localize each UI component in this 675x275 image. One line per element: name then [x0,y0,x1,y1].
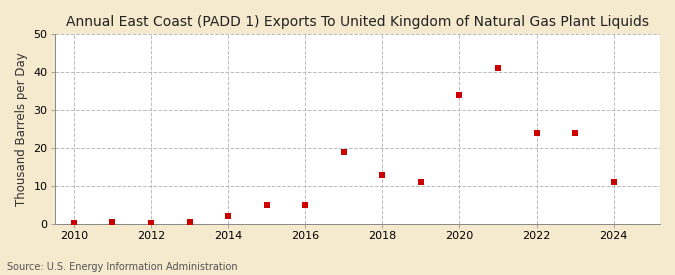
Point [531,131,542,135]
Point [300,203,310,207]
Text: Source: U.S. Energy Information Administration: Source: U.S. Energy Information Administ… [7,262,238,272]
Point [146,221,157,226]
Point [338,150,349,154]
Point [454,93,465,97]
Point [377,172,387,177]
Point [416,180,427,184]
Point [261,203,272,207]
Point [570,131,580,135]
Point [223,214,234,218]
Point [608,180,619,184]
Y-axis label: Thousand Barrels per Day: Thousand Barrels per Day [15,52,28,206]
Title: Annual East Coast (PADD 1) Exports To United Kingdom of Natural Gas Plant Liquid: Annual East Coast (PADD 1) Exports To Un… [65,15,649,29]
Point [68,221,79,226]
Point [107,220,118,224]
Point [184,220,195,224]
Point [493,66,504,71]
